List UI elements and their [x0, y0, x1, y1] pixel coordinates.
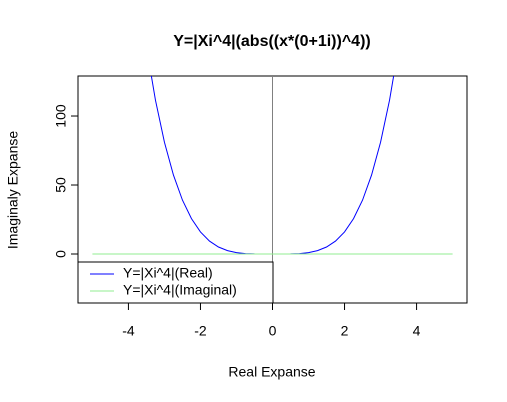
y-tick-label: 100	[53, 104, 69, 128]
legend-label: Y=|Xi^4|(Imaginal)	[123, 282, 237, 298]
x-tick-label: -4	[122, 323, 135, 339]
x-tick-label: 4	[413, 323, 421, 339]
chart-title: Y=|Xi^4|(abs((x*(0+1i))^4))	[173, 33, 370, 50]
x-tick-label: 0	[269, 323, 277, 339]
y-tick-label: 50	[53, 177, 69, 193]
y-tick-label: 0	[53, 250, 69, 258]
x-axis-label: Real Expanse	[228, 364, 315, 380]
legend-label: Y=|Xi^4|(Real)	[123, 265, 213, 281]
y-axis-label: Imaginaly Expanse	[5, 131, 21, 250]
legend-box	[77, 261, 274, 304]
x-tick-label: -2	[194, 323, 207, 339]
x-tick-label: 2	[341, 323, 349, 339]
